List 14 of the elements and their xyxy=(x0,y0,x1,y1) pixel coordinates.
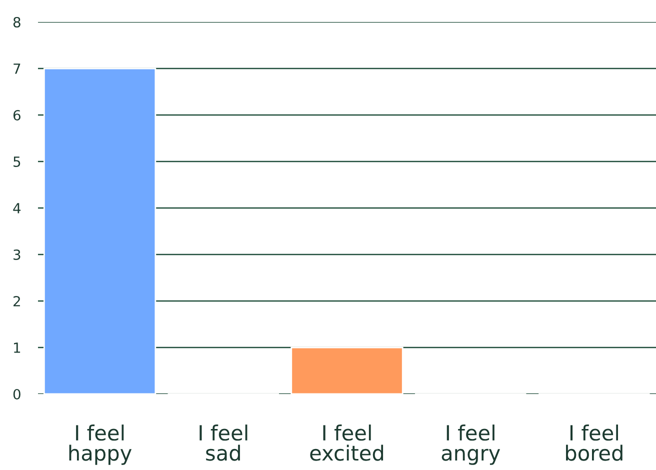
y-tick-label: 7 xyxy=(14,64,20,74)
x-tick-label: I feel excited xyxy=(310,424,384,461)
y-tick-label: 8 xyxy=(13,16,20,28)
y-tick-label: 4 xyxy=(13,203,21,214)
x-tick-label: I feel angry xyxy=(442,424,500,465)
y-tick-label: 5 xyxy=(14,156,20,167)
x-tick-label: I feel bored xyxy=(566,424,622,461)
y-tick-label: 6 xyxy=(13,110,20,120)
y-tick-label: 3 xyxy=(14,249,20,260)
y-tick-label: 2 xyxy=(14,296,20,306)
x-tick-label: I feel sad xyxy=(200,424,248,461)
x-tick-label: I feel happy xyxy=(69,424,132,465)
y-tick-label: 1 xyxy=(14,342,20,353)
y-tick-label: 0 xyxy=(13,388,20,400)
